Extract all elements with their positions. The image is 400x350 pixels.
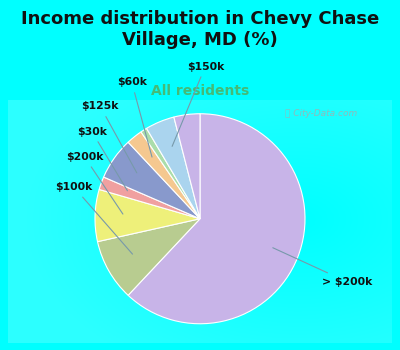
Text: $100k: $100k	[55, 182, 132, 254]
Text: All residents: All residents	[151, 84, 249, 98]
Text: $60k: $60k	[117, 77, 152, 157]
Wedge shape	[174, 114, 200, 219]
Text: $200k: $200k	[66, 152, 123, 214]
Wedge shape	[128, 114, 305, 324]
Text: $150k: $150k	[172, 62, 224, 146]
Wedge shape	[141, 128, 200, 219]
Wedge shape	[95, 189, 200, 242]
Wedge shape	[98, 219, 200, 295]
Wedge shape	[99, 177, 200, 219]
Wedge shape	[146, 117, 200, 219]
Text: $30k: $30k	[77, 127, 128, 191]
Text: > $200k: > $200k	[273, 248, 372, 287]
Text: ⎙ City-Data.com: ⎙ City-Data.com	[285, 109, 357, 118]
Text: Income distribution in Chevy Chase
Village, MD (%): Income distribution in Chevy Chase Villa…	[21, 10, 379, 49]
Wedge shape	[104, 142, 200, 219]
Text: $125k: $125k	[82, 102, 137, 173]
Wedge shape	[128, 132, 200, 219]
